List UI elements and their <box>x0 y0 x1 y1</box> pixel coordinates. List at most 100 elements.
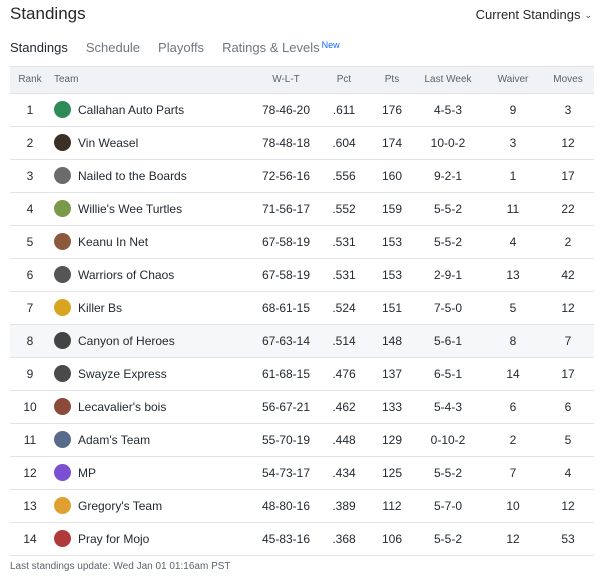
pct-cell: .462 <box>332 400 356 414</box>
rank-cell: 14 <box>23 532 37 546</box>
wlt-cell: 78-46-20 <box>261 103 311 117</box>
waiver-cell: 5 <box>509 301 517 315</box>
standings-view-dropdown[interactable]: Current Standings ⌄ <box>476 7 592 22</box>
pct-cell: .476 <box>332 367 356 381</box>
pts-cell: 137 <box>381 367 403 381</box>
team-name-link[interactable]: Canyon of Heroes <box>78 334 175 348</box>
team-name-link[interactable]: Warriors of Chaos <box>78 268 175 282</box>
moves-cell: 17 <box>561 169 575 183</box>
pts-cell: 129 <box>381 433 403 447</box>
wlt-cell: 67-58-19 <box>261 268 311 282</box>
moves-cell: 12 <box>561 136 575 150</box>
team-name-link[interactable]: Keanu In Net <box>78 235 149 249</box>
robot-logo-icon[interactable] <box>54 266 71 283</box>
waiver-cell: 1 <box>509 169 517 183</box>
monster-logo-icon[interactable] <box>54 464 71 481</box>
table-header: Rank Team W-L-T Pct Pts Last Week Waiver… <box>10 67 594 94</box>
rank-cell: 7 <box>26 301 34 315</box>
waiver-cell: 4 <box>509 235 517 249</box>
team-name-link[interactable]: Gregory's Team <box>78 499 163 513</box>
waiver-cell: 9 <box>509 103 517 117</box>
rank-cell: 11 <box>23 433 37 447</box>
dropdown-label: Current Standings <box>475 7 581 22</box>
pct-cell: .448 <box>332 433 356 447</box>
car-logo-icon[interactable] <box>54 101 71 118</box>
tab-ratings-levels[interactable]: Ratings & Levels New <box>222 40 340 60</box>
photo-avatar-icon[interactable] <box>54 167 71 184</box>
tab-playoffs[interactable]: Playoffs <box>158 40 204 60</box>
team-name-link[interactable]: Adam's Team <box>78 433 151 447</box>
photo-avatar-icon[interactable] <box>54 530 71 547</box>
team-name-link[interactable]: Callahan Auto Parts <box>78 103 185 117</box>
team-name-link[interactable]: Lecavalier's bois <box>78 400 167 414</box>
wlt-cell: 48-80-16 <box>261 499 311 513</box>
waiver-cell: 3 <box>509 136 517 150</box>
rank-cell: 10 <box>23 400 37 414</box>
team-name-link[interactable]: MP <box>78 466 96 480</box>
team-name-link[interactable]: Vin Weasel <box>78 136 139 150</box>
page-title: Standings <box>10 4 86 23</box>
last-week-cell: 5-5-2 <box>433 532 462 546</box>
face-logo-icon[interactable] <box>54 497 71 514</box>
column-header-pct[interactable]: Pct <box>336 74 352 85</box>
column-header-last-week[interactable]: Last Week <box>424 74 472 85</box>
pts-cell: 148 <box>381 334 403 348</box>
waiver-cell: 13 <box>506 268 520 282</box>
wlt-cell: 45-83-16 <box>261 532 311 546</box>
column-header-team[interactable]: Team <box>54 74 79 85</box>
pct-cell: .552 <box>332 202 356 216</box>
last-week-cell: 6-5-1 <box>433 367 462 381</box>
photo-avatar-icon[interactable] <box>54 365 71 382</box>
wlt-cell: 72-56-16 <box>261 169 311 183</box>
photo-avatar-icon[interactable] <box>54 398 71 415</box>
table-row: 4 Willie's Wee Turtles 71-56-17 .552 159 5-5-… <box>10 193 594 226</box>
pts-cell: 112 <box>382 499 402 513</box>
robot-logo-icon[interactable] <box>54 332 71 349</box>
pct-cell: .611 <box>332 103 356 117</box>
table-row: 8 Canyon of Heroes 67-63-14 .514 148 5-6-1 8 7 <box>10 325 594 358</box>
table-row: 2 Vin Weasel 78-48-18 .604 174 10-0-2 3 12 <box>10 127 594 160</box>
moves-cell: 53 <box>561 532 575 546</box>
pts-cell: 151 <box>381 301 403 315</box>
table-row: 11 Adam's Team 55-70-19 .448 129 0-10-2 2 5 <box>10 424 594 457</box>
table-row: 9 Swayze Express 61-68-15 .476 137 6-5-1 14 17 <box>10 358 594 391</box>
team-name-link[interactable]: Willie's Wee Turtles <box>78 202 183 216</box>
moves-cell: 42 <box>561 268 575 282</box>
pct-cell: .531 <box>332 235 356 249</box>
photo-avatar-icon[interactable] <box>54 134 71 151</box>
team-name-link[interactable]: Pray for Mojo <box>78 532 150 546</box>
waiver-cell: 8 <box>509 334 517 348</box>
column-header-wlt[interactable]: W-L-T <box>272 74 300 85</box>
pts-cell: 153 <box>381 235 403 249</box>
table-row: 7 Killer Bs 68-61-15 .524 151 7-5-0 5 12 <box>10 292 594 325</box>
team-name-link[interactable]: Killer Bs <box>78 301 123 315</box>
team-name-link[interactable]: Swayze Express <box>78 367 167 381</box>
wlt-cell: 67-58-19 <box>261 235 311 249</box>
team-name-link[interactable]: Nailed to the Boards <box>78 169 187 183</box>
waiver-cell: 14 <box>506 367 520 381</box>
column-header-moves[interactable]: Moves <box>553 74 583 85</box>
pct-cell: .389 <box>332 499 356 513</box>
table-body: 1 Callahan Auto Parts 78-46-20.611 176 4-5-3… <box>10 94 594 556</box>
robot-logo-icon[interactable] <box>54 431 71 448</box>
last-week-cell: 5-5-2 <box>433 202 462 216</box>
waiver-cell: 10 <box>506 499 520 513</box>
column-header-rank[interactable]: Rank <box>18 74 42 85</box>
wlt-cell: 54-73-17 <box>261 466 311 480</box>
face-logo-icon[interactable] <box>54 299 71 316</box>
moves-cell: 22 <box>561 202 575 216</box>
moves-cell: 2 <box>564 235 572 249</box>
photo-avatar-icon[interactable] <box>54 233 71 250</box>
pts-cell: 125 <box>381 466 403 480</box>
pct-cell: .368 <box>332 532 356 546</box>
tab-standings[interactable]: Standings <box>10 40 68 60</box>
wlt-cell: 55-70-19 <box>261 433 311 447</box>
rank-cell: 2 <box>26 136 34 150</box>
tab-schedule[interactable]: Schedule <box>86 40 140 60</box>
photo-avatar-icon[interactable] <box>54 200 71 217</box>
waiver-cell: 12 <box>506 532 520 546</box>
last-update-text: Last standings update: Wed Jan 01 01:16a… <box>10 561 231 572</box>
last-week-cell: 7-5-0 <box>433 301 462 315</box>
column-header-pts[interactable]: Pts <box>384 74 400 85</box>
column-header-waiver[interactable]: Waiver <box>497 74 529 85</box>
